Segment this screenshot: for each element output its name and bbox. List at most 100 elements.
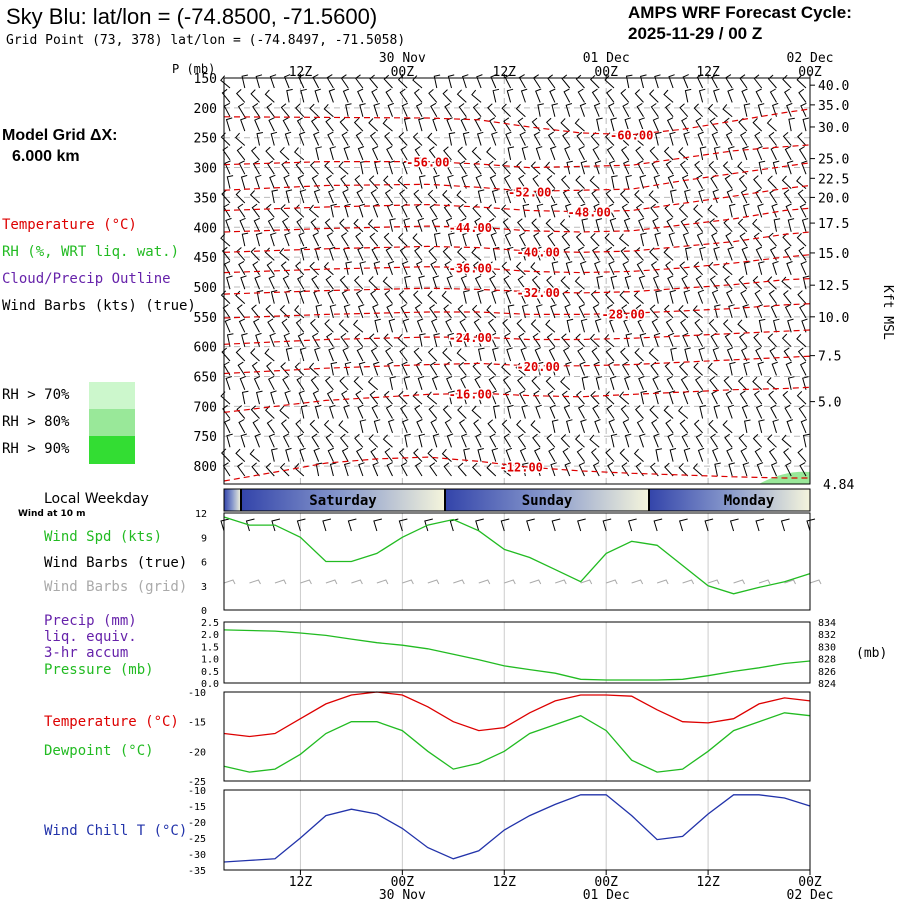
wind-barb bbox=[579, 361, 586, 376]
wind-barb bbox=[560, 376, 571, 391]
wind10m-grid-barb bbox=[325, 579, 338, 585]
wind-barb bbox=[433, 74, 441, 89]
wind-barb bbox=[296, 376, 305, 391]
legend-wind-chill: Wind Chill T (°C) bbox=[44, 823, 188, 839]
wind-barb bbox=[489, 275, 497, 290]
wind-barb bbox=[284, 390, 291, 405]
wind-barb bbox=[309, 261, 319, 276]
y-tick-pressure: 150 bbox=[194, 72, 217, 87]
wind-barb bbox=[477, 448, 484, 462]
wind-barb bbox=[682, 332, 689, 347]
wind-barb bbox=[458, 261, 467, 276]
wind-barb bbox=[669, 289, 676, 304]
y-tick-pressure: 300 bbox=[194, 162, 217, 177]
wind-barb bbox=[323, 103, 334, 118]
wind-barb bbox=[280, 103, 290, 118]
wind-barb bbox=[383, 232, 393, 247]
wind-barb bbox=[235, 189, 246, 204]
wind-barb bbox=[665, 318, 674, 333]
legend-wind-barbs-true: Wind Barbs (true) bbox=[44, 555, 188, 571]
wind-barb bbox=[386, 304, 393, 319]
wind-barb bbox=[457, 405, 467, 419]
wind-barb bbox=[369, 232, 379, 247]
wind-barb bbox=[534, 347, 542, 362]
wind-barb bbox=[532, 174, 541, 189]
wind-barb bbox=[693, 419, 703, 434]
wind-barb bbox=[728, 304, 735, 319]
wind-barb bbox=[368, 276, 379, 290]
wind-barb bbox=[225, 376, 232, 390]
wind-barb bbox=[796, 333, 807, 348]
isotherm-label: -52.00 bbox=[508, 185, 551, 199]
wind10m-barb bbox=[500, 518, 510, 532]
wind-barb bbox=[619, 290, 630, 304]
wind-barb bbox=[477, 289, 484, 304]
wind-barb bbox=[239, 375, 246, 390]
wind-barb bbox=[270, 131, 278, 146]
wind-barb bbox=[428, 146, 438, 161]
wind-barb bbox=[256, 132, 263, 146]
wind-barb bbox=[562, 447, 571, 462]
wind-barb bbox=[752, 118, 763, 132]
wind-barb bbox=[367, 377, 379, 391]
wind-barb bbox=[549, 246, 556, 261]
y-tick-pressure: 350 bbox=[194, 191, 217, 206]
wind10m-grid-barb bbox=[809, 579, 822, 585]
wind-barb bbox=[370, 189, 379, 204]
wind-barb bbox=[488, 375, 497, 391]
wind-barb bbox=[758, 318, 766, 333]
wind-barb bbox=[418, 117, 425, 132]
wind-barb bbox=[608, 260, 615, 276]
wind-barb bbox=[458, 419, 467, 434]
wind-barb bbox=[772, 318, 780, 333]
wind-barb bbox=[634, 189, 644, 204]
wind-barb bbox=[787, 318, 794, 333]
wind-barb bbox=[442, 247, 452, 261]
wind-barb bbox=[786, 261, 793, 275]
wind-barb bbox=[343, 146, 351, 161]
wind10m-grid-barb bbox=[376, 579, 389, 585]
wind-barb bbox=[668, 390, 676, 405]
wind-speed-line bbox=[223, 516, 811, 595]
wind10m-barb bbox=[347, 518, 357, 532]
wind-barb bbox=[279, 304, 290, 319]
wind-barb bbox=[413, 88, 423, 103]
wind-barb bbox=[561, 333, 571, 348]
wind-barb bbox=[226, 433, 233, 448]
wind-barb bbox=[283, 174, 290, 189]
wind-barb bbox=[610, 117, 617, 132]
isotherm-label: -60.00 bbox=[610, 129, 653, 143]
wind-barb bbox=[241, 390, 249, 405]
wind-barb bbox=[474, 375, 482, 391]
wind-barb bbox=[574, 434, 585, 448]
wind-barb bbox=[577, 189, 585, 204]
wind-barb bbox=[649, 462, 659, 477]
wind-barb bbox=[755, 347, 763, 362]
wind-barb bbox=[236, 462, 246, 477]
wind-barb bbox=[609, 318, 616, 333]
wind-barb bbox=[345, 103, 352, 117]
legend-rh80-swatch bbox=[89, 409, 135, 436]
wind-barb bbox=[221, 189, 231, 204]
wind-barb bbox=[596, 275, 603, 290]
wind-barb bbox=[397, 333, 408, 348]
wind-barb bbox=[575, 232, 585, 247]
wind-barb bbox=[620, 246, 630, 261]
wind-barb bbox=[384, 132, 393, 146]
wind-barb bbox=[752, 276, 763, 290]
wind-barb bbox=[565, 261, 573, 275]
wind-barb bbox=[638, 117, 645, 132]
wind-barb bbox=[635, 146, 644, 161]
wind-barb bbox=[308, 204, 319, 218]
isotherm-line bbox=[223, 355, 811, 375]
wind-barb bbox=[533, 289, 541, 304]
wind-barb bbox=[678, 462, 689, 477]
wind-barb bbox=[460, 217, 467, 232]
wind-barb bbox=[489, 433, 497, 448]
wind-barb bbox=[618, 233, 630, 247]
wind-barb bbox=[680, 375, 689, 391]
wind-barb bbox=[220, 132, 231, 146]
panel-y-tick: 12 bbox=[195, 509, 207, 520]
wind-barb bbox=[220, 391, 231, 405]
wind-barb bbox=[711, 289, 719, 304]
